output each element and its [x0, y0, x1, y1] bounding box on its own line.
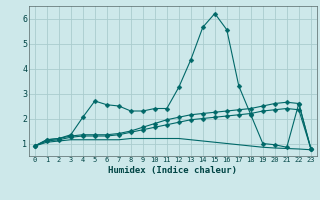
X-axis label: Humidex (Indice chaleur): Humidex (Indice chaleur) — [108, 166, 237, 175]
